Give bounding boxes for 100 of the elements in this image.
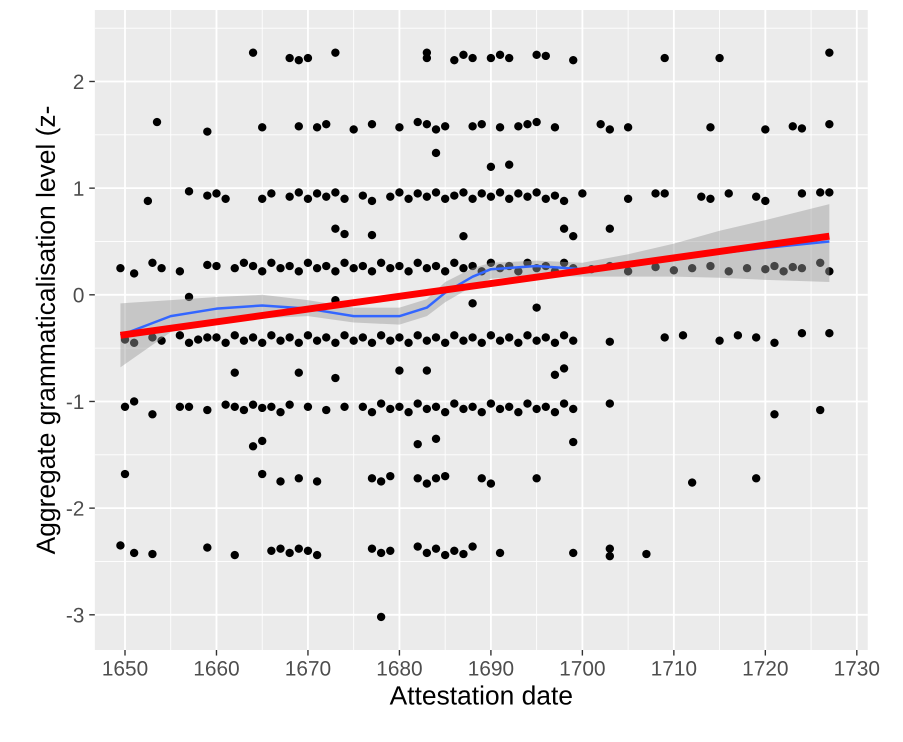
point <box>523 399 532 408</box>
point <box>294 474 303 482</box>
point <box>230 402 239 411</box>
point <box>441 550 450 560</box>
point <box>294 122 303 130</box>
point <box>478 474 486 482</box>
point <box>596 120 605 128</box>
point <box>706 123 715 132</box>
point <box>441 408 450 416</box>
point <box>368 408 376 416</box>
point <box>368 196 376 206</box>
point <box>825 120 834 128</box>
point <box>468 194 477 203</box>
point <box>752 192 760 201</box>
point <box>450 56 458 64</box>
point <box>459 188 468 197</box>
point <box>350 125 358 134</box>
point <box>816 188 824 197</box>
point <box>523 120 532 128</box>
point <box>651 189 660 198</box>
point <box>203 543 212 552</box>
point <box>761 196 770 206</box>
point <box>560 399 568 408</box>
point <box>376 477 386 486</box>
point <box>532 474 541 482</box>
point <box>248 48 258 57</box>
point <box>258 404 266 412</box>
point <box>569 404 578 414</box>
point <box>267 546 276 555</box>
point <box>331 224 340 233</box>
point <box>468 122 477 130</box>
point <box>312 189 322 198</box>
point <box>212 189 221 198</box>
y-tick-label: 2 <box>74 74 84 90</box>
point <box>258 470 266 478</box>
point <box>312 123 322 132</box>
point <box>203 191 212 200</box>
point <box>340 194 349 203</box>
point <box>450 546 458 555</box>
x-tick-label: 1660 <box>194 660 239 676</box>
point <box>248 442 258 450</box>
point <box>560 224 568 233</box>
x-tick-label: 1670 <box>286 660 330 676</box>
point <box>386 192 394 201</box>
point <box>240 406 248 414</box>
x-tick-label: 1720 <box>744 660 788 676</box>
point <box>422 404 432 414</box>
point <box>550 123 560 132</box>
y-tick-label: -1 <box>66 394 84 410</box>
x-tick-label: 1680 <box>378 660 422 676</box>
point <box>414 440 422 448</box>
point <box>258 436 266 446</box>
point <box>414 118 422 126</box>
x-tick-label: 1700 <box>560 660 605 676</box>
point <box>304 402 312 411</box>
point <box>312 550 322 560</box>
point <box>724 189 733 198</box>
point <box>770 410 779 418</box>
point <box>532 188 541 197</box>
point <box>276 544 285 553</box>
point <box>404 408 413 416</box>
point <box>258 123 266 132</box>
point <box>514 408 523 416</box>
point <box>441 472 450 480</box>
point <box>148 410 157 418</box>
x-tick-label: 1730 <box>835 660 880 676</box>
point <box>312 477 322 486</box>
point <box>203 406 212 414</box>
point <box>486 54 496 62</box>
x-tick-label: 1710 <box>652 660 696 676</box>
point <box>459 232 468 240</box>
point <box>414 474 422 482</box>
point <box>404 194 413 203</box>
point <box>395 188 404 197</box>
point <box>285 192 294 201</box>
point <box>368 474 376 482</box>
point <box>468 542 477 551</box>
point <box>569 548 578 558</box>
point <box>798 124 806 133</box>
point <box>432 125 440 134</box>
point <box>468 402 477 411</box>
point <box>542 194 550 203</box>
point <box>386 546 394 555</box>
point <box>285 54 294 62</box>
point <box>697 192 706 201</box>
y-tick-label: 0 <box>74 288 84 303</box>
point <box>569 56 578 64</box>
point <box>542 402 550 411</box>
point <box>496 548 504 558</box>
point <box>304 546 312 555</box>
point <box>294 544 303 553</box>
point <box>331 188 340 197</box>
point <box>322 406 330 414</box>
point <box>422 192 432 201</box>
point <box>376 612 386 622</box>
point <box>478 189 486 198</box>
point <box>386 472 394 480</box>
point <box>468 54 477 62</box>
point <box>606 125 614 134</box>
point <box>642 550 651 558</box>
